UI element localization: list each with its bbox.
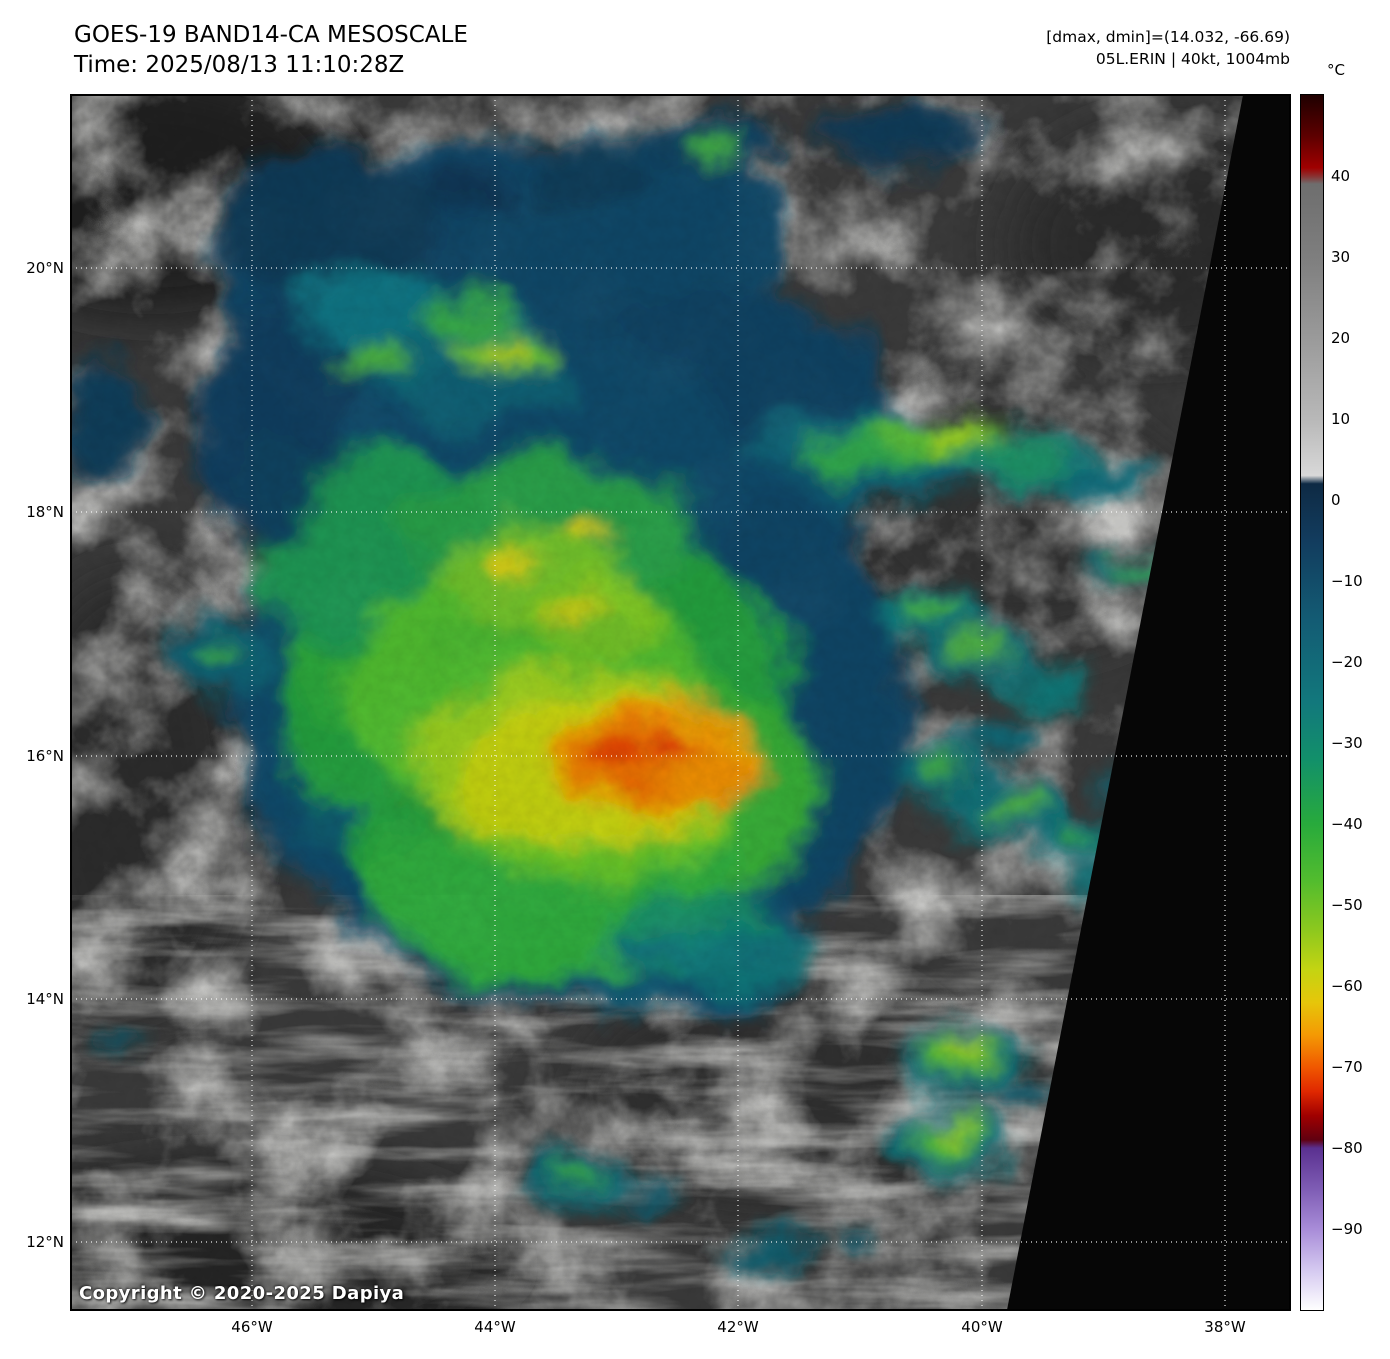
timestamp: Time: 2025/08/13 11:10:28Z: [74, 52, 405, 78]
colorbar-tick-label: −60: [1331, 977, 1363, 995]
colorbar-tick-label: −50: [1331, 896, 1363, 914]
colorbar-tick-label: −30: [1331, 734, 1363, 752]
lon-tick-label: 42°W: [717, 1318, 759, 1336]
colorbar-tick-label: −70: [1331, 1058, 1363, 1076]
header-right: [dmax, dmin]=(14.032, -66.69) 05L.ERIN |…: [1046, 26, 1290, 70]
colorbar-tick-label: 30: [1331, 248, 1351, 266]
lat-tick-label: 16°N: [26, 747, 64, 765]
copyright: Copyright © 2020-2025 Dapiya: [79, 1283, 405, 1304]
colorbar-tick-label: 40: [1331, 167, 1351, 185]
lat-tick-label: 20°N: [26, 259, 64, 277]
lon-tick-label: 46°W: [231, 1318, 273, 1336]
lat-tick-label: 14°N: [26, 990, 64, 1008]
graticule: [71, 95, 1290, 1310]
storm-info: 05L.ERIN | 40kt, 1004mb: [1095, 50, 1290, 68]
lon-tick-label: 44°W: [474, 1318, 516, 1336]
dmax-dmin-readout: [dmax, dmin]=(14.032, -66.69): [1046, 28, 1290, 46]
axes-border: [71, 95, 1290, 1310]
colorbar-tick-label: −10: [1331, 572, 1363, 590]
scan-edge-wedge: [1007, 95, 1290, 1310]
colorbar-tick-label: −20: [1331, 653, 1363, 671]
page-title: GOES-19 BAND14-CA MESOSCALE: [74, 22, 468, 48]
satellite-map: Copyright © 2020-2025 Dapiya: [70, 94, 1291, 1311]
colorbar-unit-label: °C: [1327, 61, 1345, 79]
colorbar: [1300, 94, 1324, 1311]
colorbar-tick-label: −40: [1331, 815, 1363, 833]
lat-tick-label: 18°N: [26, 503, 64, 521]
colorbar-tick-label: −80: [1331, 1139, 1363, 1157]
colorbar-tick-label: 20: [1331, 329, 1351, 347]
lon-tick-label: 38°W: [1204, 1318, 1246, 1336]
colorbar-tick-label: −90: [1331, 1220, 1363, 1238]
satellite-image: [71, 95, 1290, 1310]
lon-tick-label: 40°W: [961, 1318, 1003, 1336]
colorbar-tick-label: 10: [1331, 410, 1351, 428]
lat-tick-label: 12°N: [26, 1233, 64, 1251]
colorbar-tick-label: 0: [1331, 491, 1341, 509]
header-left: GOES-19 BAND14-CA MESOSCALE Time: 2025/0…: [74, 20, 468, 80]
